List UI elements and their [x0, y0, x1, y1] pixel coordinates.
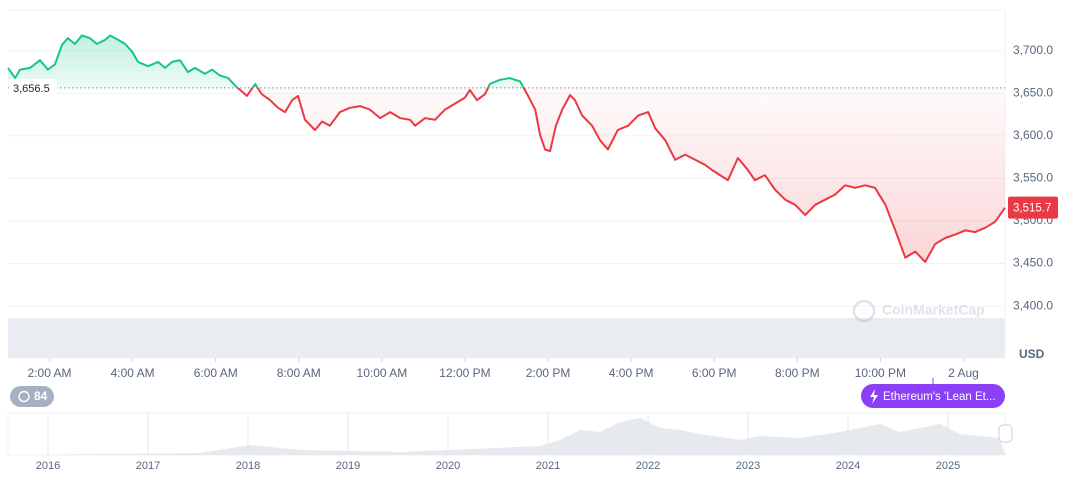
year-label: 2020	[436, 460, 460, 472]
watermark-text: CoinMarketCap	[882, 302, 985, 318]
y-tick-label: 3,700.0	[1013, 43, 1053, 57]
y-tick-label: 3,600.0	[1013, 128, 1053, 142]
year-label: 2023	[736, 460, 760, 472]
y-tick-label: 3,650.0	[1013, 86, 1053, 100]
x-tick-label: 8:00 AM	[277, 366, 321, 380]
x-tick-label: 8:00 PM	[775, 366, 820, 380]
y-tick-label: 3,550.0	[1013, 171, 1053, 185]
x-tick-label: 4:00 AM	[111, 366, 155, 380]
events-badge[interactable]: 84	[10, 386, 54, 407]
year-label: 2018	[236, 460, 260, 472]
watermark: CoinMarketCap	[852, 299, 985, 323]
x-tick-label: 2:00 AM	[28, 366, 72, 380]
year-label: 2019	[336, 460, 360, 472]
x-tick-label: 2:00 PM	[526, 366, 571, 380]
x-tick-label: 10:00 AM	[357, 366, 408, 380]
year-label: 2016	[36, 460, 60, 472]
x-tick-label: 10:00 PM	[855, 366, 906, 380]
price-tag	[1008, 196, 1058, 219]
y-tick-label: 3,450.0	[1013, 256, 1053, 270]
news-pill[interactable]: Ethereum's 'Lean Et...	[861, 384, 1005, 408]
x-tick-label: 6:00 PM	[692, 366, 737, 380]
price-tag-label: 3,515.7	[1013, 203, 1051, 215]
badge-bg	[10, 386, 54, 407]
year-label: 2021	[536, 460, 560, 472]
price-area	[8, 35, 1005, 262]
year-label: 2017	[136, 460, 160, 472]
badge-count: 84	[34, 389, 48, 403]
baseline-label-bg	[9, 78, 57, 97]
year-label: 2022	[636, 460, 660, 472]
x-tick-label: 4:00 PM	[609, 366, 654, 380]
currency-label: USD	[1019, 347, 1045, 361]
clock-icon	[18, 390, 30, 403]
y-tick-label: 3,400.0	[1013, 298, 1053, 312]
navigator-handle[interactable]	[998, 424, 1013, 443]
volume-strip	[8, 318, 1005, 358]
x-tick-label: 6:00 AM	[194, 366, 238, 380]
year-label: 2025	[936, 460, 960, 472]
price-line	[7, 34, 1006, 263]
x-tick-label: 2 Aug	[948, 366, 979, 380]
news-text: Ethereum's 'Lean Et...	[883, 391, 995, 403]
baseline-label: 3,656.5	[13, 83, 50, 95]
news-bg	[861, 384, 1005, 408]
bolt-icon	[870, 389, 878, 404]
x-tick-label: 12:00 PM	[439, 366, 490, 380]
navigator-area	[8, 418, 1005, 455]
year-label: 2024	[836, 460, 860, 472]
